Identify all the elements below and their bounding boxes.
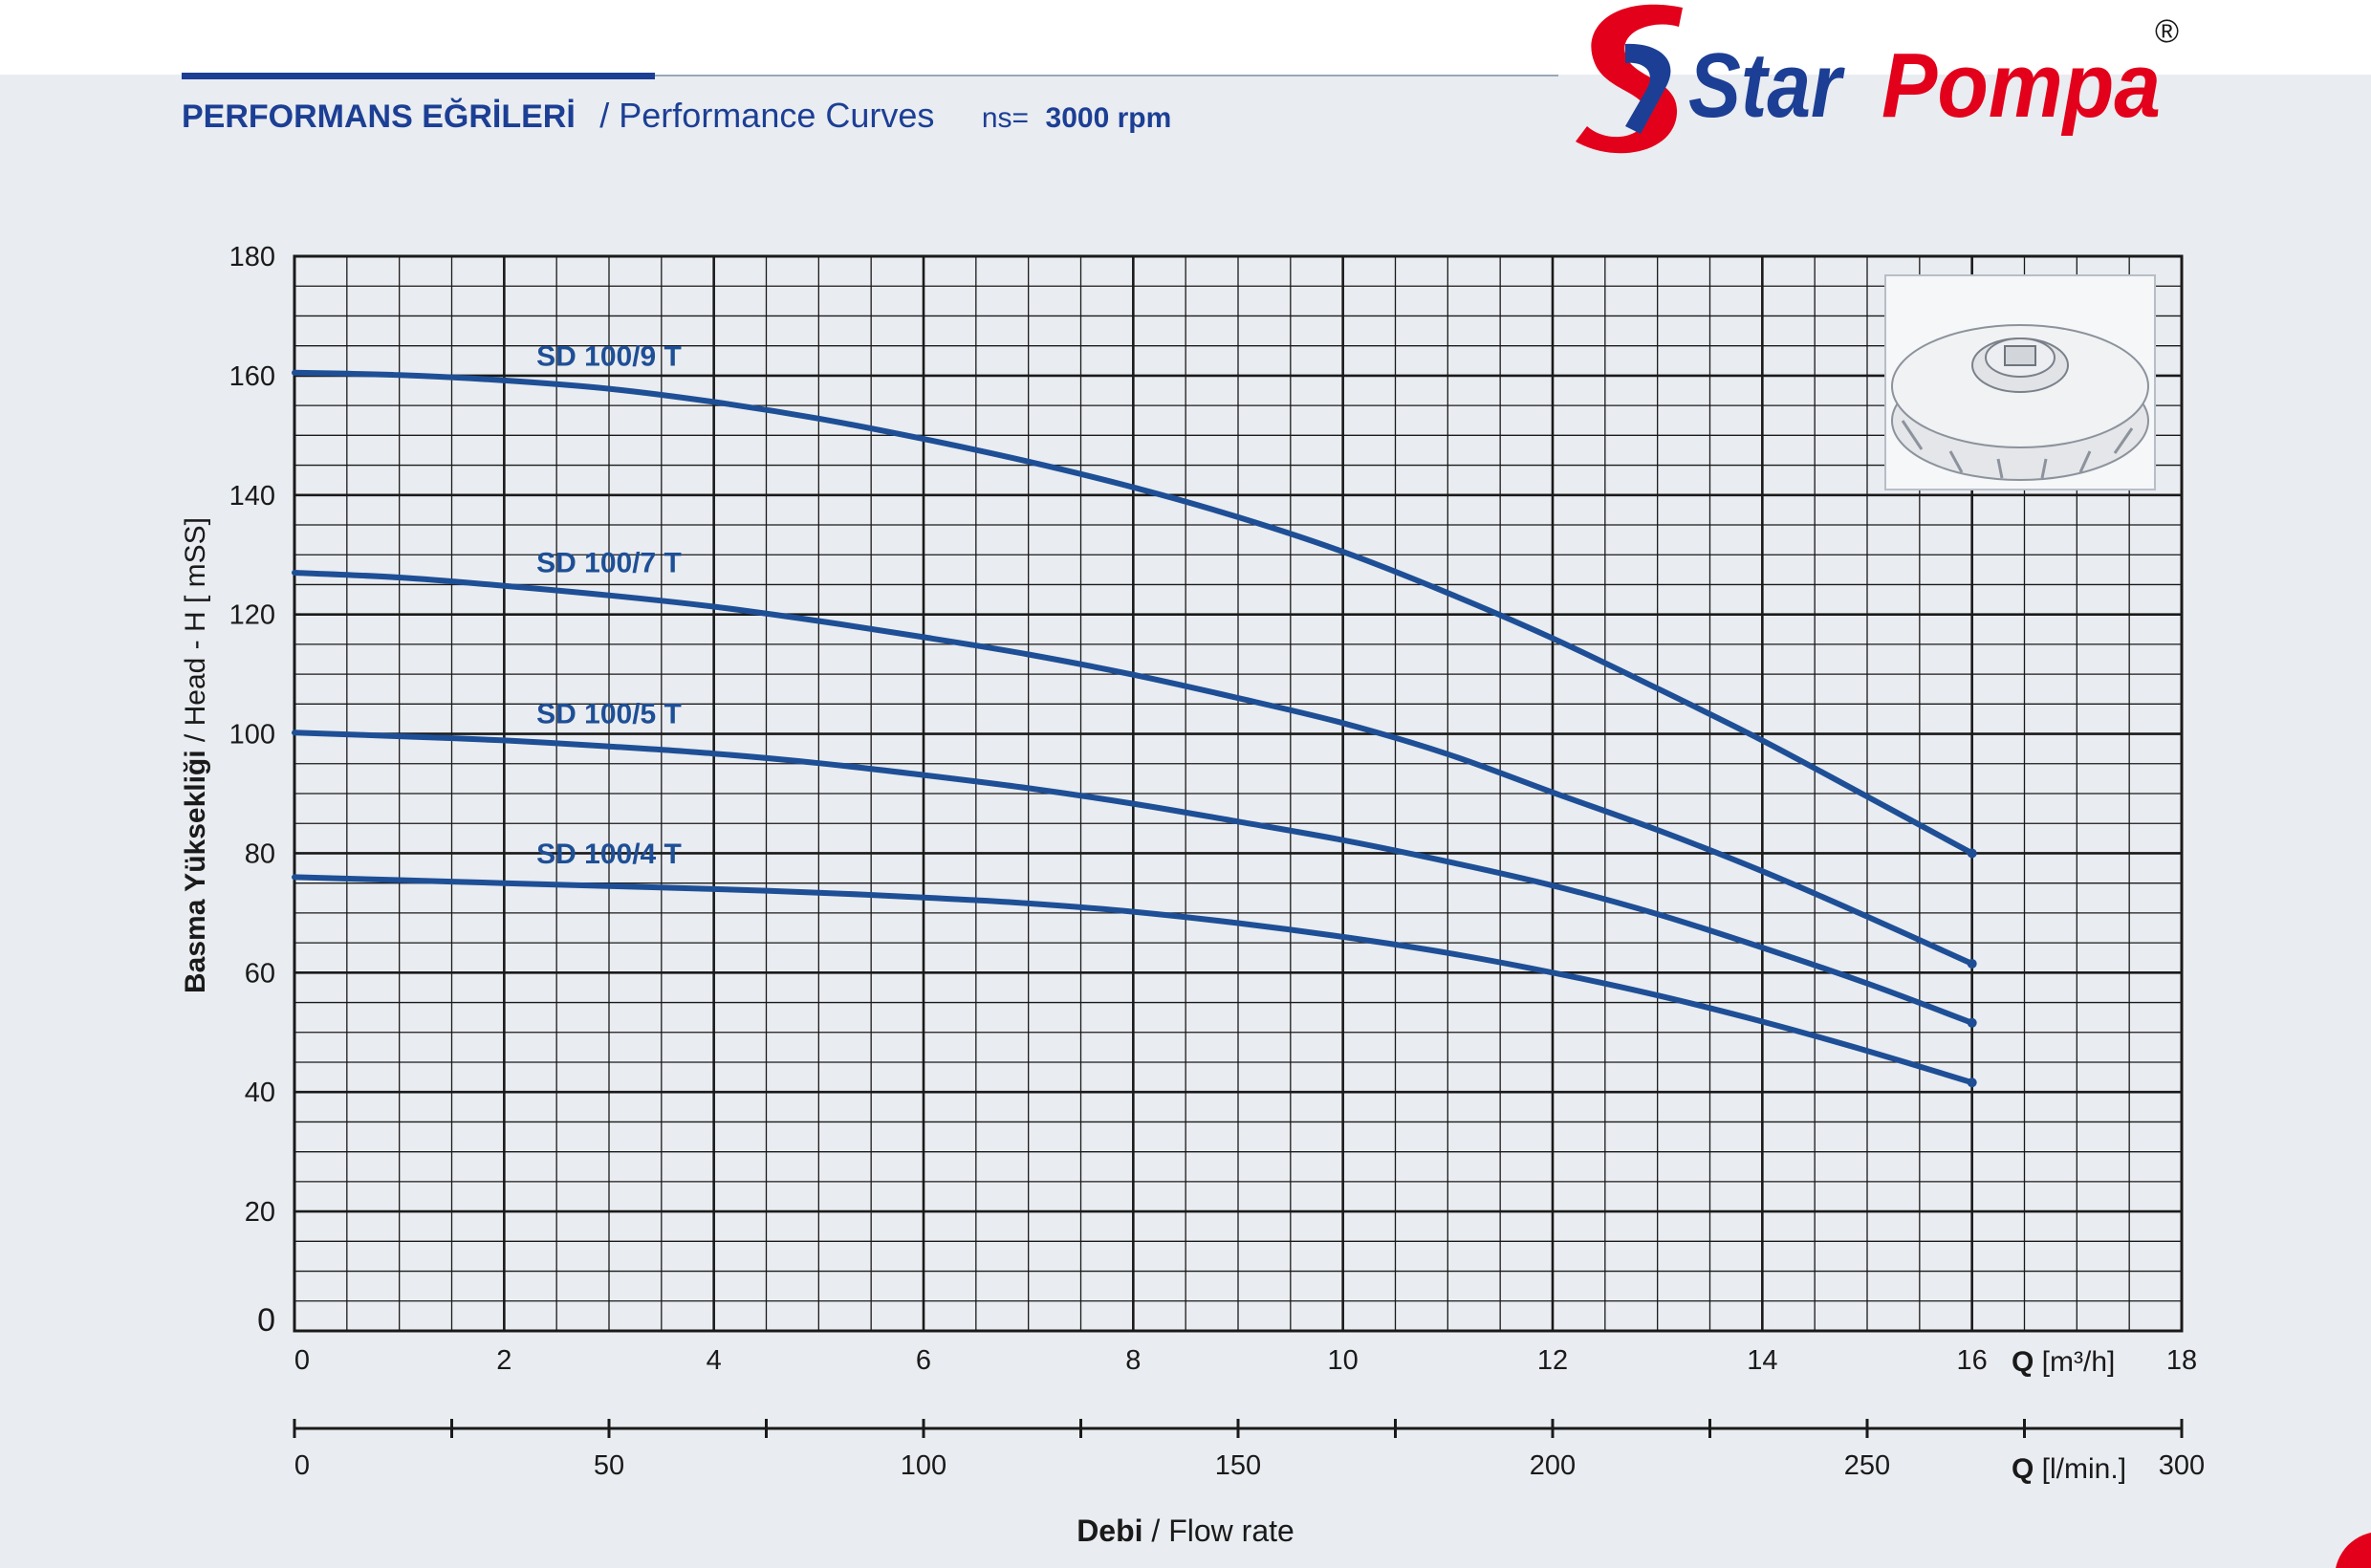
y-tick-label: 100 [229,720,275,751]
x2-tick-label: 250 [1844,1450,1890,1481]
brand-logo: Star Pompa ® [1576,4,2179,154]
curve-line [292,730,1975,1026]
x-tick-label: 8 [1125,1345,1141,1376]
x2-unit-text: [l/min.] [2034,1453,2126,1485]
series-label: SD 100/9 T [536,341,682,373]
y-tick-label: 40 [245,1078,275,1108]
curve-line [292,570,1975,967]
y-tick-label: 160 [229,361,275,392]
impeller-bore [2004,345,2036,366]
y-axis-title: Basma Yüksekliği / Head - H [ mSS] [180,517,211,993]
secondary-x-axis: 0 50 100 150 200 250 300 [293,1419,2205,1481]
x2-tick-label: 0 [294,1450,310,1481]
x-unit-label: Q [m³/h] [2012,1346,2115,1378]
x-axis-title: Debi / Flow rate [1077,1514,1294,1548]
curve-line [292,369,1975,857]
x2-unit-symbol: Q [2012,1453,2034,1485]
speed-prefix: ns= [982,102,1029,134]
x2-tick-label: 100 [901,1450,946,1481]
curve-end-point [1967,848,1977,859]
y-axis-title-bold: Basma Yüksekliği [180,750,211,993]
series-label: SD 100/7 T [536,548,682,579]
x-tick-label: 16 [1957,1345,1988,1376]
logo-swoosh-red [1576,4,1683,154]
x2-tick-label: 150 [1215,1450,1261,1481]
series-label: SD 100/5 T [536,699,682,730]
y-tick-label: 20 [245,1197,275,1228]
x-tick-label: 2 [496,1345,511,1376]
impeller-vanes [1901,420,2134,479]
corner-decoration [2336,1533,2371,1568]
x-axis-title-rest: / Flow rate [1143,1514,1294,1548]
x-tick-label: 14 [1747,1345,1777,1376]
y-tick-labels: 0 20 40 60 80 100 120 140 160 180 [229,242,275,1339]
registered-mark: ® [2155,13,2179,50]
logo-swoosh-blue [1625,43,1671,134]
header-title: PERFORMANS EĞRİLERİ / Performance Curves… [182,96,1171,135]
x-tick-label: 12 [1537,1345,1568,1376]
x-unit-text: [m³/h] [2034,1346,2115,1378]
series-label: SD 100/4 T [536,838,682,870]
x-tick-label: 6 [916,1345,931,1376]
x-axis-title-bold: Debi [1077,1514,1142,1548]
title-english: / Performance Curves [599,96,934,135]
y-tick-label: 180 [229,242,275,272]
performance-curves: SD 100/9 T SD 100/7 T SD 100/5 T SD 100/4 T [292,341,1977,1088]
y-tick-label: 80 [245,838,275,869]
x2-tick-label: 200 [1530,1450,1576,1481]
curve-line [292,874,1975,1086]
curve-end-point [1967,1017,1977,1028]
x-tick-label: 10 [1328,1345,1359,1376]
brand-word-pompa: Pompa [1882,34,2161,137]
x-tick-label: 4 [707,1345,722,1376]
y-tick-label: 0 [257,1302,275,1339]
y-axis-title-rest: / Head - H [ mSS] [180,517,211,750]
x-tick-label: 0 [294,1345,310,1376]
impeller-image [1884,274,2156,490]
y-tick-label: 60 [245,958,275,989]
x-tick-labels: 0 2 4 6 8 10 12 14 16 18 [294,1345,2197,1376]
y-tick-label: 120 [229,600,275,631]
speed-value: 3000 rpm [1046,102,1172,134]
curve-end-point [1967,1078,1977,1088]
x2-tick-label: 300 [2159,1450,2205,1481]
chart-grid [293,254,2184,1333]
brand-word-star: Star [1688,34,1845,137]
y-tick-label: 140 [229,481,275,512]
header-rule-accent [182,73,655,79]
curve-end-point [1967,958,1977,969]
x2-tick-label: 50 [594,1450,624,1481]
x2-unit-label: Q [l/min.] [2012,1453,2126,1485]
title-turkish: PERFORMANS EĞRİLERİ [182,98,576,135]
x-unit-symbol: Q [2012,1346,2034,1378]
x-tick-label: 18 [2166,1345,2197,1376]
